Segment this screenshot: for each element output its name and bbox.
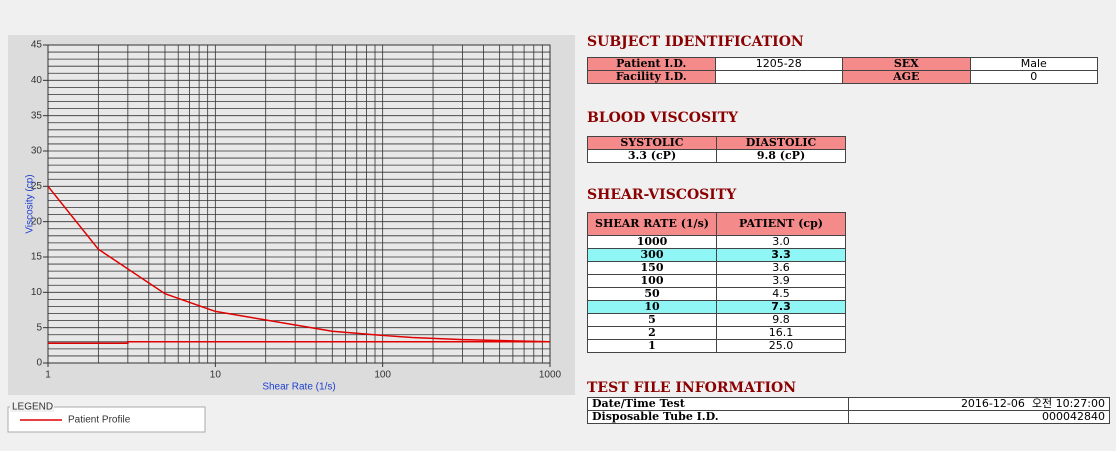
y-tick-label: 15 (31, 252, 43, 263)
table-cell: 25.0 (716, 339, 846, 353)
table-cell: PATIENT (cp) (716, 212, 846, 236)
table-cell: 1205-28 (714, 57, 843, 71)
table-cell: 3.6 (716, 261, 846, 275)
table-cell: Facility I.D. (587, 70, 716, 84)
section-title: BLOOD VISCOSITY (587, 110, 739, 126)
table-cell: 16.1 (716, 326, 846, 340)
table-cell: 4.5 (716, 287, 846, 301)
y-tick-label: 10 (31, 287, 43, 298)
chart: 0 5 10 15 20 25 30 35 40 45 1 10 100 1000 Shear Rate (… (7, 35, 575, 433)
table-row: 50 4.5 (587, 287, 846, 301)
x-tick-label: 1 (45, 370, 51, 381)
table-cell: 0 (969, 70, 1098, 84)
table-cell: SHEAR RATE (1/s) (587, 212, 717, 236)
blood-table: SYSTOLIC DIASTOLIC 3.3 (cP) 9.8 (cP) (587, 136, 846, 163)
table-row: SHEAR RATE (1/s) PATIENT (cp) (587, 212, 846, 236)
series-line (47, 185, 551, 343)
table-cell: 100 (587, 274, 717, 288)
table-cell: 3.3 (716, 248, 846, 262)
table-cell: 3.3 (cP) (587, 149, 717, 163)
y-tick-label: 5 (36, 322, 42, 333)
table-row: 100 3.9 (587, 274, 846, 288)
table-cell: Patient I.D. (587, 57, 716, 71)
table-row: 150 3.6 (587, 261, 846, 275)
table-cell: 7.3 (716, 300, 846, 314)
section-title: SHEAR-VISCOSITY (587, 187, 737, 203)
table-cell: 150 (587, 261, 717, 275)
table-cell (714, 70, 843, 84)
table-row: 300 3.3 (587, 248, 846, 262)
section-title: TEST FILE INFORMATION (587, 380, 797, 396)
table-cell: 2016-12-06 오전 10:27:00 (848, 397, 1110, 411)
table-cell: 10 (587, 300, 717, 314)
shear-table: SHEAR RATE (1/s) PATIENT (cp) 1000 3.0 300 3.… (587, 212, 846, 353)
series-line (48, 341, 550, 344)
x-tick-label: 1000 (539, 370, 562, 381)
plot-area (47, 44, 551, 364)
table-cell: SEX (842, 57, 971, 71)
y-axis-label: Viscosity (cp) (25, 174, 36, 233)
table-cell: SYSTOLIC (587, 136, 717, 150)
table-cell: AGE (842, 70, 971, 84)
table-cell: 2 (587, 326, 717, 340)
table-row: 1 25.0 (587, 339, 846, 353)
table-row: 2 16.1 (587, 326, 846, 340)
table-cell: 3.0 (716, 235, 846, 249)
y-tick-label: 45 (31, 40, 43, 51)
section-title: SUBJECT IDENTIFICATION (587, 34, 804, 50)
table-cell: DIASTOLIC (716, 136, 846, 150)
table-row: 1000 3.0 (587, 235, 846, 249)
x-tick-label: 10 (210, 370, 222, 381)
y-tick-label: 40 (31, 75, 43, 86)
y-tick-label: 35 (31, 110, 43, 121)
table-cell: 1000 (587, 235, 717, 249)
x-axis-label: Shear Rate (1/s) (262, 382, 335, 393)
table-cell: 50 (587, 287, 717, 301)
table-cell: 3.9 (716, 274, 846, 288)
table-row: SYSTOLIC DIASTOLIC (587, 136, 846, 150)
table-cell: Disposable Tube I.D. (587, 410, 849, 424)
table-cell: 5 (587, 313, 717, 327)
table-row: 3.3 (cP) 9.8 (cP) (587, 149, 846, 163)
table-cell: 1 (587, 339, 717, 353)
table-cell: Date/Time Test (587, 397, 849, 411)
table-row: Patient I.D. 1205-28 SEX Male (587, 57, 1098, 71)
table-cell: Male (969, 57, 1098, 71)
table-cell: 9.8 (cP) (716, 149, 846, 163)
y-tick-label: 30 (31, 146, 43, 157)
table-row: Facility I.D. AGE 0 (587, 70, 1098, 84)
table-row: Date/Time Test 2016-12-06 오전 10:27:00 (587, 397, 1110, 411)
legend-title-bg (10, 400, 54, 412)
subject-table: Patient I.D. 1205-28 SEX Male Facility I.D. A… (587, 57, 1098, 84)
y-tick-label: 20 (31, 216, 43, 227)
table-cell: 300 (587, 248, 717, 262)
table-cell: 000042840 (848, 410, 1110, 424)
legend-label: Patient Profile (68, 415, 131, 426)
y-tick-label: 25 (31, 181, 43, 192)
table-row: Disposable Tube I.D. 000042840 (587, 410, 1110, 424)
table-cell: 9.8 (716, 313, 846, 327)
table-row: 10 7.3 (587, 300, 846, 314)
legend-title: LEGEND (12, 402, 53, 413)
table-row: 5 9.8 (587, 313, 846, 327)
y-tick-label: 0 (36, 358, 42, 369)
x-tick-label: 100 (374, 370, 391, 381)
testfile-table: Date/Time Test 2016-12-06 오전 10:27:00 Disp… (587, 397, 1110, 424)
